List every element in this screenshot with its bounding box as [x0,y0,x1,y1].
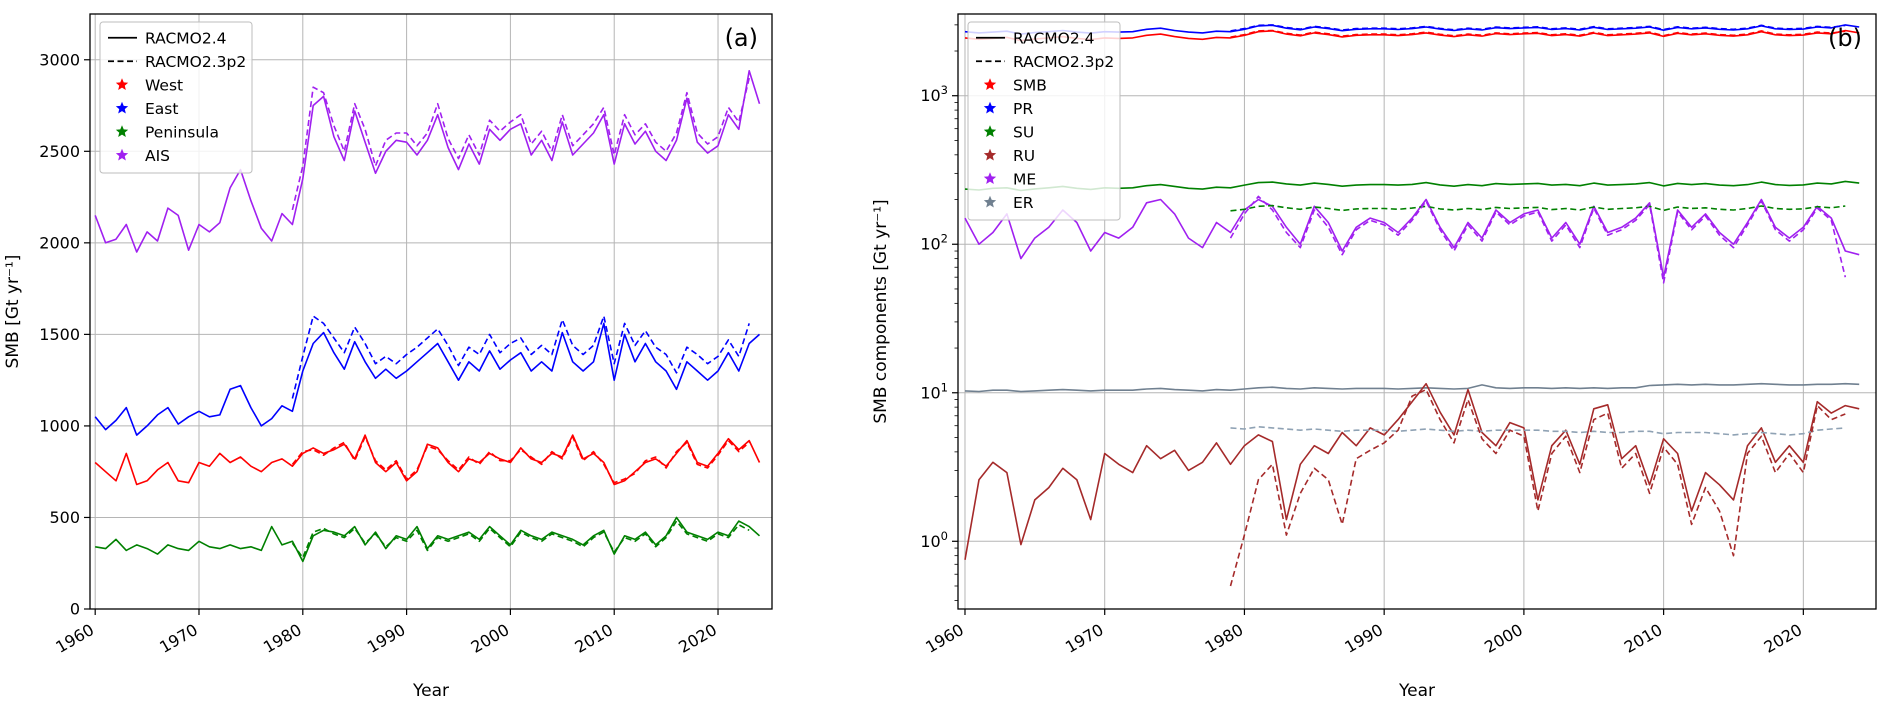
legend-label: RACMO2.3p2 [145,53,246,71]
series-ais-racmo23p2 [291,77,750,211]
star-marker [983,195,997,208]
series-east-racmo23p2 [291,315,750,399]
y-axis-label: SMB [Gt yr⁻¹] [3,255,23,369]
star-marker [983,125,997,138]
plot-border [89,13,773,610]
plot-border [957,13,1877,610]
series-ais-racmo24 [94,70,761,253]
chart-panel-b: 1960 1970 1980 1990 2000 2010 2020100101102103… [800,0,1892,708]
legend-label: RACMO2.3p2 [1013,53,1114,71]
legend-entry-racmo2-4: RACMO2.4 [108,29,227,47]
legend-label: ME [1013,170,1036,188]
legend-entry-racmo2-3p2: RACMO2.3p2 [976,53,1114,71]
series-pr-racmo23p2 [1230,24,1846,32]
legend-box [99,21,253,174]
y-tick-label: 2000 [39,233,80,252]
legend-entry-pr: PR [983,100,1033,118]
grid [958,14,1876,609]
legend-entry-er: ER [983,194,1034,212]
legend-label: AIS [145,147,170,165]
series-ru-racmo23p2 [1229,388,1846,587]
legend-entry-racmo2-4: RACMO2.4 [976,29,1095,47]
panel-label: (a) [725,24,758,52]
star-marker [115,148,129,161]
series-ru-racmo24 [964,382,1860,560]
legend-entry-east: East [115,100,178,118]
star-marker [983,172,997,185]
star-marker [983,78,997,91]
y-tick-label: 2500 [39,142,80,161]
legend-label: Peninsula [145,123,219,141]
star-marker [983,148,997,161]
legend-entry-west: West [115,76,183,94]
legend-entry-ru: RU [983,147,1035,165]
panel-b: 1960 1970 1980 1990 2000 2010 2020 100 101 102 103… [800,0,1892,708]
series-group [94,70,761,563]
chart-panel-a: 1960 1970 1980 1990 2000 2010 2020050010001500… [0,0,800,708]
legend-label: West [145,76,183,94]
y-tick-label: 1000 [39,416,80,435]
y-tick-label: 0 [70,600,80,619]
legend-entry-smb: SMB [983,76,1047,94]
panel-a: 1960 1970 1980 1990 2000 2010 2020 0 500 1000 1500… [0,0,800,708]
series-west-racmo23p2 [291,436,750,484]
series-west-racmo24 [94,434,761,486]
y-tick-label: 1500 [39,325,80,344]
y-tick-label: 3000 [39,50,80,69]
series-su-racmo23p2 [1230,204,1846,212]
y-tick-label: 500 [49,508,80,527]
x-axis-label: Year [1398,681,1435,701]
legend-label: SU [1013,123,1034,141]
legend-label: RU [1013,147,1035,165]
legend: RACMO2.4 RACMO2.3p2 SMB PR SU RU ME ER [967,21,1121,221]
legend-entry-su: SU [983,123,1034,141]
legend-label: SMB [1013,76,1047,94]
legend: RACMO2.4 RACMO2.3p2 West East Peninsula AIS [99,21,253,174]
series-me-racmo23p2 [1229,195,1847,284]
series-er-racmo23p2 [1230,425,1846,436]
star-marker [983,101,997,114]
figure-background [800,0,1892,708]
star-marker [115,78,129,91]
series-east-racmo24 [94,322,761,436]
star-marker [115,101,129,114]
series-peninsula-racmo24 [95,516,761,563]
legend-label: PR [1013,100,1033,118]
star-marker [115,125,129,138]
panel-label: (b) [1828,24,1862,52]
legend-label: ER [1013,194,1034,212]
legend-entry-ais: AIS [115,147,170,165]
legend-label: RACMO2.4 [145,29,227,47]
legend-entry-racmo2-3p2: RACMO2.3p2 [108,53,246,71]
series-er-racmo24 [964,382,1860,393]
legend-label: East [145,100,178,118]
legend-box [967,21,1121,221]
series-smb-racmo23p2 [1230,29,1846,38]
legend-label: RACMO2.4 [1013,29,1095,47]
legend-entry-me: ME [983,170,1036,188]
series-peninsula-racmo23p2 [291,520,750,559]
y-axis-label: SMB components [Gt yr⁻¹] [871,199,891,423]
series-me-racmo24 [964,198,1860,279]
x-axis-label: Year [412,681,449,701]
legend-entry-peninsula: Peninsula [115,123,219,141]
